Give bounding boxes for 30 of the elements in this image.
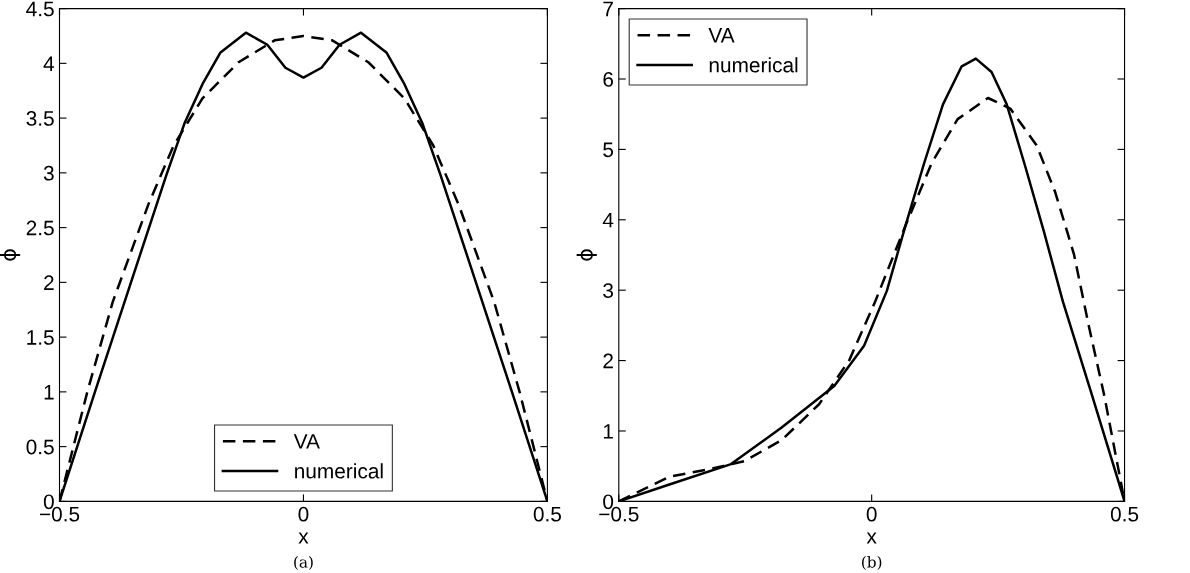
text: (b) bbox=[862, 555, 882, 570]
y-tick-label: 6 bbox=[603, 71, 614, 87]
y-tick-label: 3 bbox=[43, 165, 54, 181]
legend-label: numerical bbox=[709, 57, 798, 73]
y-tick-label: 1.5 bbox=[27, 330, 54, 345]
x-tick-label: 0.5 bbox=[533, 506, 562, 522]
y-tick-label: 4 bbox=[602, 213, 614, 228]
y-tick-label: 2 bbox=[603, 353, 613, 369]
x-axis-title: x bbox=[866, 532, 877, 544]
legend-label: VA bbox=[293, 434, 320, 449]
y-tick-label: 0.5 bbox=[26, 439, 54, 455]
y-tick-label: 2.5 bbox=[26, 220, 54, 236]
y-tick-label: 3.5 bbox=[26, 111, 54, 126]
x-tick-label: 0 bbox=[298, 506, 309, 522]
legend-label: numerical bbox=[295, 463, 383, 479]
y-tick-label: 4.5 bbox=[26, 1, 54, 17]
y-tick-label: 1 bbox=[603, 424, 613, 439]
x-tick-label: 0 bbox=[866, 506, 877, 522]
x-axis-title: x bbox=[298, 532, 309, 544]
y-axis-title: ϕ bbox=[0, 249, 21, 261]
y-tick-label: 1 bbox=[44, 385, 54, 400]
y-tick-label: 2 bbox=[44, 275, 54, 290]
y-tick-label: 7 bbox=[603, 1, 613, 17]
legend-label: VA bbox=[708, 28, 735, 43]
x-tick-label: 0.5 bbox=[1110, 506, 1139, 522]
y-tick-label: 5 bbox=[603, 142, 614, 158]
text: (a) bbox=[294, 555, 313, 570]
y-tick-label: 4 bbox=[43, 56, 55, 71]
y-tick-label: 3 bbox=[603, 283, 614, 298]
y-axis-title: ϕ bbox=[576, 249, 597, 261]
